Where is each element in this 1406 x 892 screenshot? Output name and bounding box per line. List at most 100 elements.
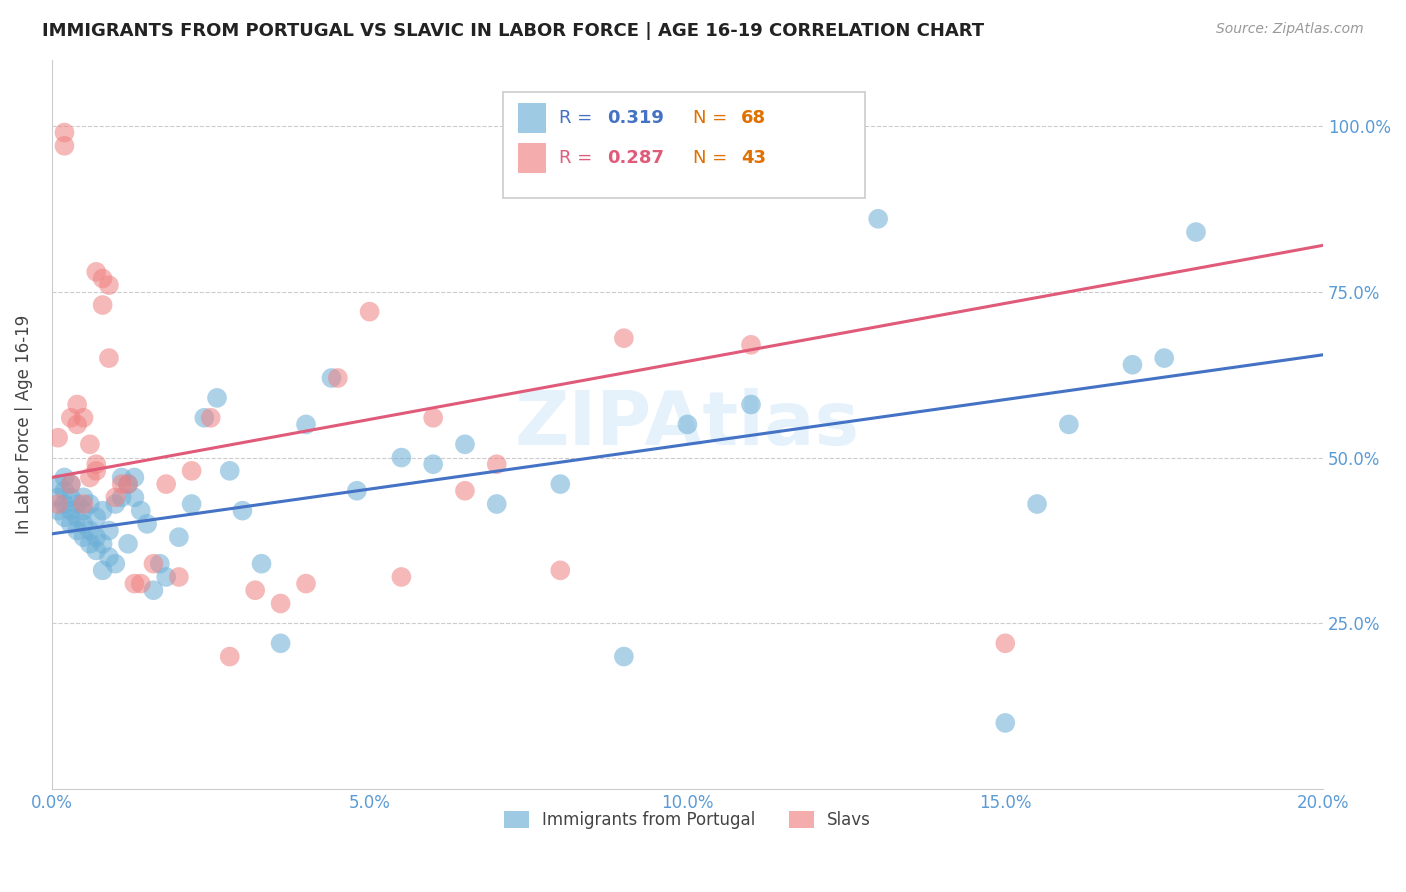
Point <box>59 516 82 531</box>
Point <box>485 457 508 471</box>
Point <box>72 491 94 505</box>
Point <box>97 278 120 293</box>
Text: 0.287: 0.287 <box>607 149 665 167</box>
Point <box>167 570 190 584</box>
Point <box>111 470 134 484</box>
Point <box>422 457 444 471</box>
Point <box>550 477 572 491</box>
Point <box>46 503 69 517</box>
Point <box>79 470 101 484</box>
Point <box>124 576 146 591</box>
Point <box>231 503 253 517</box>
Point <box>295 417 318 432</box>
Point <box>346 483 368 498</box>
Point <box>270 636 292 650</box>
Point <box>111 477 134 491</box>
Point <box>180 497 202 511</box>
Point <box>129 576 152 591</box>
Point <box>994 636 1017 650</box>
Text: ZIPAtlas: ZIPAtlas <box>515 388 860 461</box>
Point <box>59 477 82 491</box>
Point <box>104 557 127 571</box>
Point <box>243 583 266 598</box>
Point <box>91 563 114 577</box>
Point <box>218 649 240 664</box>
Point <box>91 537 114 551</box>
Point <box>53 470 76 484</box>
Point <box>454 437 477 451</box>
Point <box>149 557 172 571</box>
Point <box>66 497 89 511</box>
Point <box>550 563 572 577</box>
Point <box>72 503 94 517</box>
Point <box>72 516 94 531</box>
Point <box>79 524 101 538</box>
Text: R =: R = <box>560 149 598 167</box>
Point <box>66 417 89 432</box>
Point <box>454 483 477 498</box>
Point <box>1185 225 1208 239</box>
FancyBboxPatch shape <box>503 93 866 198</box>
Point <box>155 570 177 584</box>
Point <box>155 477 177 491</box>
Point <box>1026 497 1049 511</box>
Point <box>1057 417 1080 432</box>
Point <box>104 491 127 505</box>
Point <box>326 371 349 385</box>
Point <box>79 497 101 511</box>
Point <box>389 450 412 465</box>
Point <box>359 304 381 318</box>
Point <box>46 491 69 505</box>
Point <box>193 410 215 425</box>
Text: 0.319: 0.319 <box>607 109 664 127</box>
Point <box>167 530 190 544</box>
Point <box>53 497 76 511</box>
Point <box>994 715 1017 730</box>
Point <box>389 570 412 584</box>
Point <box>79 437 101 451</box>
Point <box>117 477 139 491</box>
Point <box>72 497 94 511</box>
Point <box>124 491 146 505</box>
FancyBboxPatch shape <box>519 103 547 133</box>
Point <box>53 483 76 498</box>
Point <box>84 464 107 478</box>
Point <box>84 530 107 544</box>
Point <box>200 410 222 425</box>
Legend: Immigrants from Portugal, Slavs: Immigrants from Portugal, Slavs <box>498 804 877 836</box>
Point <box>53 138 76 153</box>
Text: 68: 68 <box>741 109 766 127</box>
Point <box>270 597 292 611</box>
Point <box>46 431 69 445</box>
Point <box>66 524 89 538</box>
FancyBboxPatch shape <box>519 143 547 173</box>
Point <box>613 331 636 345</box>
Text: N =: N = <box>693 149 733 167</box>
Point <box>142 583 165 598</box>
Point <box>422 410 444 425</box>
Text: IMMIGRANTS FROM PORTUGAL VS SLAVIC IN LABOR FORCE | AGE 16-19 CORRELATION CHART: IMMIGRANTS FROM PORTUGAL VS SLAVIC IN LA… <box>42 22 984 40</box>
Text: Source: ZipAtlas.com: Source: ZipAtlas.com <box>1216 22 1364 37</box>
Point <box>66 510 89 524</box>
Point <box>250 557 273 571</box>
Point <box>124 470 146 484</box>
Point <box>676 417 699 432</box>
Point <box>136 516 159 531</box>
Text: R =: R = <box>560 109 598 127</box>
Point <box>84 457 107 471</box>
Point <box>66 397 89 411</box>
Point <box>53 510 76 524</box>
Point <box>485 497 508 511</box>
Point <box>1153 351 1175 365</box>
Point <box>59 503 82 517</box>
Point <box>740 338 762 352</box>
Point <box>46 497 69 511</box>
Point <box>321 371 343 385</box>
Point <box>59 410 82 425</box>
Point <box>53 126 76 140</box>
Point <box>84 543 107 558</box>
Point <box>91 271 114 285</box>
Point <box>91 503 114 517</box>
Point <box>72 530 94 544</box>
Point <box>205 391 228 405</box>
